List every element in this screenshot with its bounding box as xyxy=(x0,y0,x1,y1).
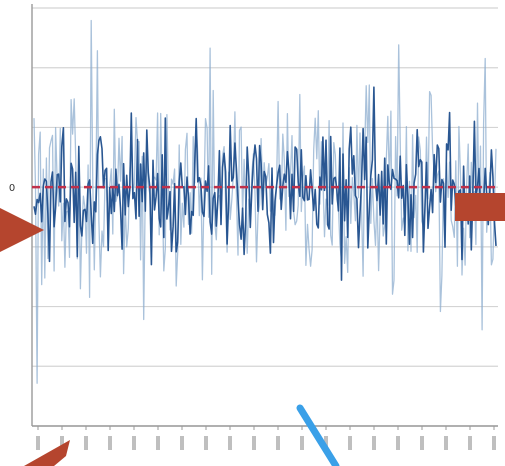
bottom-pointer-annotation xyxy=(296,404,340,466)
x-tick-label xyxy=(132,436,136,450)
x-tick-label xyxy=(84,436,88,450)
x-tick-label xyxy=(468,436,472,450)
x-tick-label xyxy=(108,436,112,450)
series-line xyxy=(33,86,497,281)
bottom-arrow-annotation xyxy=(24,440,70,466)
x-tick-label xyxy=(156,436,160,450)
x-tick-label xyxy=(228,436,232,450)
x-tick-label xyxy=(180,436,184,450)
y-tick-label: 0 xyxy=(9,183,15,194)
x-tick-label xyxy=(252,436,256,450)
x-tick-label xyxy=(300,436,304,450)
x-tick-label xyxy=(396,436,400,450)
x-tick-label xyxy=(204,436,208,450)
x-tick-label xyxy=(276,436,280,450)
x-tick-label xyxy=(348,436,352,450)
x-tick-label xyxy=(36,436,40,450)
x-tick-label xyxy=(372,436,376,450)
left-arrow-annotation xyxy=(0,208,44,252)
right-bar-annotation xyxy=(455,193,505,221)
x-tick-label xyxy=(420,436,424,450)
x-tick-label xyxy=(492,436,496,450)
x-tick-label xyxy=(444,436,448,450)
x-tick-label xyxy=(324,436,328,450)
x-tick-label xyxy=(60,436,64,450)
